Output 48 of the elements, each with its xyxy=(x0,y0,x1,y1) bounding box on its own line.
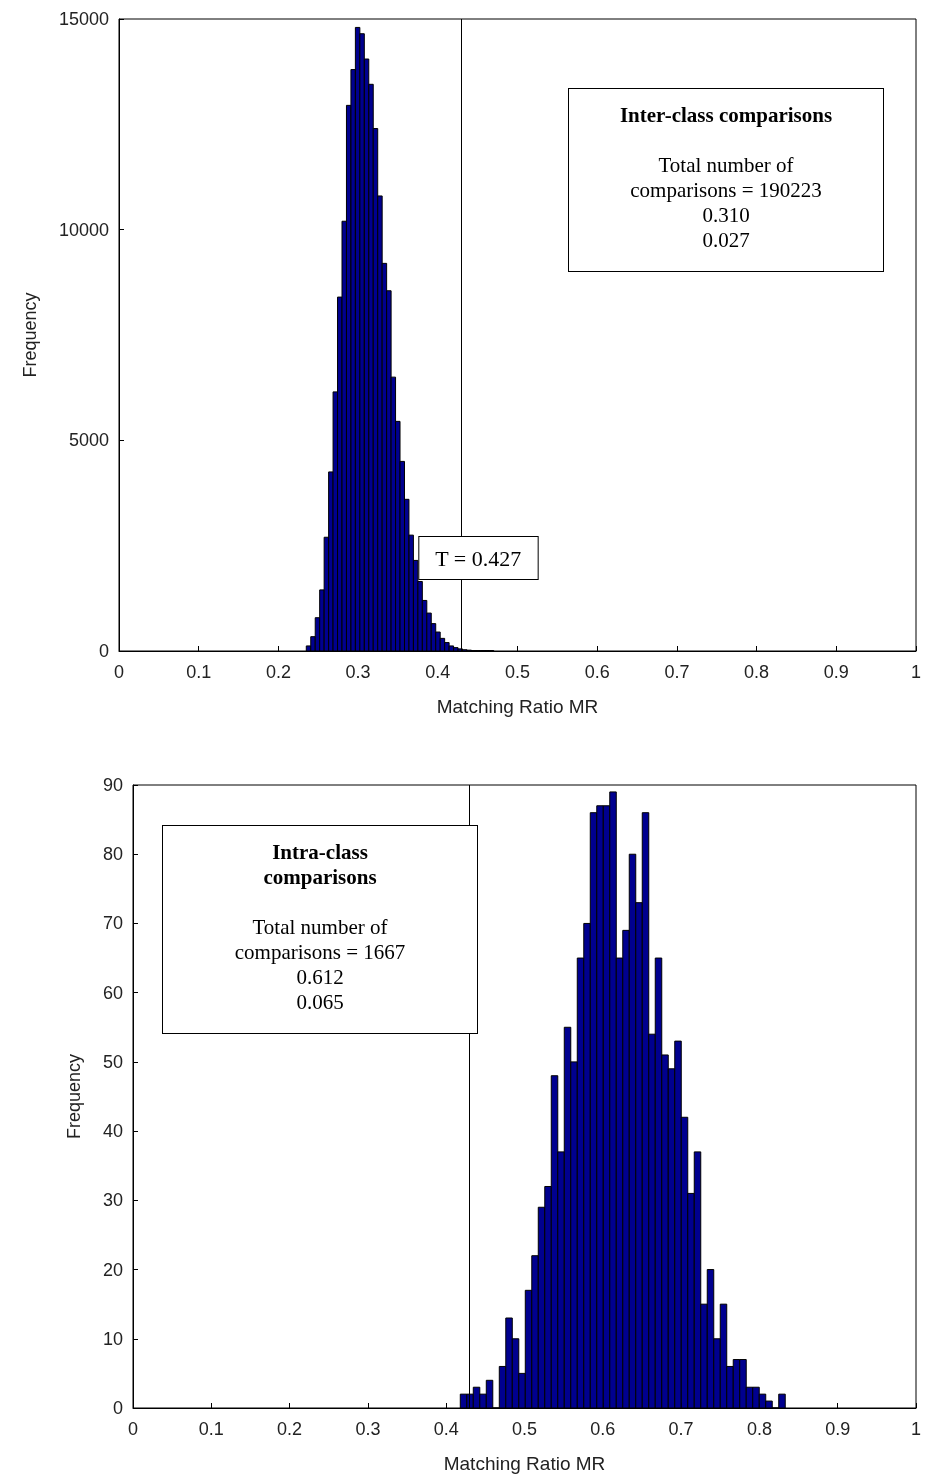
x-tick-label: 0 xyxy=(127,1419,139,1439)
annotation: 0.612 xyxy=(295,965,345,990)
y-tick-label: 10000 xyxy=(58,219,109,240)
y-tick-label: 5000 xyxy=(68,430,109,451)
x-tick-label: 0.2 xyxy=(265,662,291,682)
x-tick-label: 0.4 xyxy=(433,1419,459,1439)
x-axis-title: Matching Ratio MR xyxy=(436,696,599,717)
x-tick-label: 0.7 xyxy=(664,662,690,682)
y-tick-label: 80 xyxy=(102,844,123,865)
y-axis-title: Frequency xyxy=(20,292,40,378)
annotation: Total number of comparisons = 190223 xyxy=(629,153,823,203)
annotation: 0.027 xyxy=(701,228,751,253)
x-tick-label: 0.1 xyxy=(198,1419,224,1439)
x-tick-label: 0.6 xyxy=(590,1419,616,1439)
x-axis-title: Matching Ratio MR xyxy=(443,1453,606,1474)
x-tick-label: 0.6 xyxy=(584,662,610,682)
x-tick-label: 0.7 xyxy=(668,1419,694,1439)
x-tick-label: 0.5 xyxy=(504,662,531,682)
x-tick-label: 0.3 xyxy=(355,1419,381,1439)
annotation: Inter-class comparisons xyxy=(619,103,833,129)
x-tick-label: 0.1 xyxy=(186,662,212,682)
y-tick-label: 70 xyxy=(102,913,123,934)
x-tick-label: 0.8 xyxy=(746,1419,772,1439)
y-tick-label: 50 xyxy=(102,1051,123,1072)
y-tick-label: 10 xyxy=(102,1328,123,1349)
x-tick-label: 1 xyxy=(910,662,922,682)
annotation: Total number of comparisons = 1667 xyxy=(233,915,407,965)
y-tick-label: 0 xyxy=(98,641,109,661)
y-axis-title: Frequency xyxy=(64,1053,84,1140)
y-tick-label: 40 xyxy=(102,1121,123,1142)
x-tick-label: 0.9 xyxy=(823,662,849,682)
y-tick-label: 0 xyxy=(112,1398,123,1418)
x-tick-label: 0.4 xyxy=(425,662,451,682)
x-tick-label: 0.9 xyxy=(825,1419,851,1439)
x-tick-label: 0.8 xyxy=(744,662,770,682)
y-tick-label: 20 xyxy=(102,1259,123,1280)
annotation: 0.065 xyxy=(295,990,345,1015)
x-tick-label: 0.2 xyxy=(277,1419,303,1439)
y-tick-label: 60 xyxy=(102,982,123,1003)
x-tick-label: 0.5 xyxy=(511,1419,538,1439)
y-tick-label: 90 xyxy=(102,775,123,795)
y-tick-label: 15000 xyxy=(58,9,109,29)
y-tick-label: 30 xyxy=(102,1190,123,1211)
annotation: 0.310 xyxy=(701,203,751,228)
ref-line-label: T = 0.427 xyxy=(435,545,522,571)
annotation: Intra-class comparisons xyxy=(262,840,378,891)
x-tick-label: 1 xyxy=(910,1419,922,1439)
x-tick-label: 0.3 xyxy=(345,662,371,682)
